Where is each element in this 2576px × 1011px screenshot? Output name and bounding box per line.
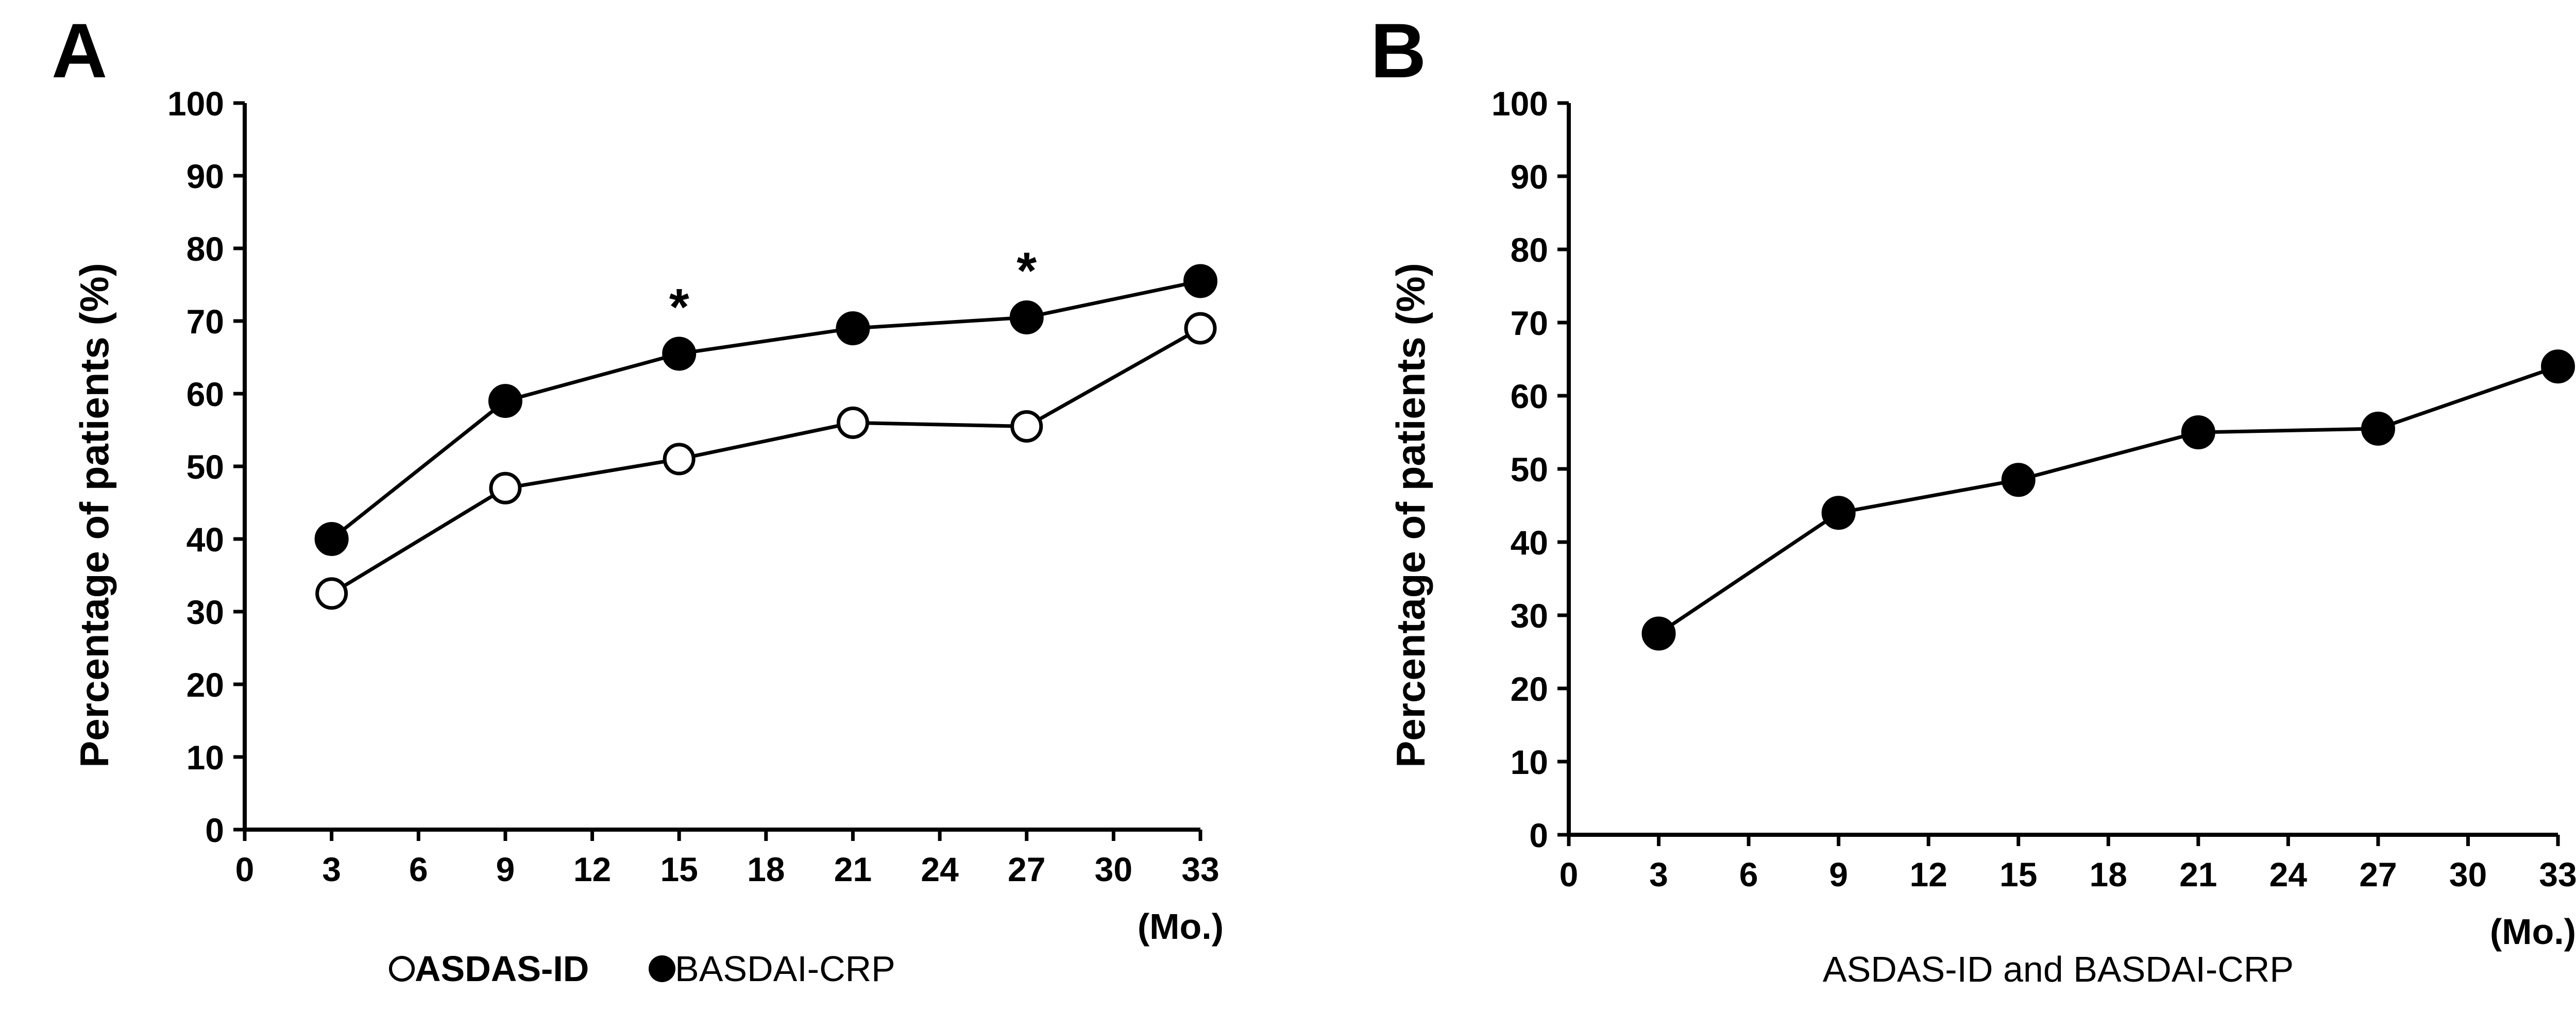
panel-a-x-tick-label: 27 (1008, 850, 1045, 888)
legend-combined-label: ASDAS-ID and BASDAI-CRP (1823, 949, 2294, 989)
panel-a-significance-star: * (669, 278, 689, 336)
panel-a-y-tick-label: 0 (205, 811, 224, 849)
panel-a-y-tick-label: 50 (187, 448, 224, 486)
panel-b-y-tick-label: 40 (1511, 524, 1548, 562)
panel-a-y-tick-label: 100 (167, 85, 224, 123)
panel-a-point-basdai-crp (488, 384, 522, 418)
panel-b-x-tick-label: 0 (1560, 855, 1579, 894)
panel-a-series-line-asdas-id (330, 327, 1201, 595)
panel-b-x-axis-unit: (Mo.) (2490, 912, 2576, 952)
panel-a-x-tick-label: 12 (573, 850, 611, 888)
panel-b-point-asdas-id-and-basdai-crp (2181, 415, 2215, 449)
panel-b-y-tick-label: 100 (1492, 85, 1548, 123)
panel-b-x-tick-label: 24 (2269, 855, 2308, 894)
legend-asdas-id-label: ASDAS-ID (415, 949, 589, 989)
panel-a-point-asdas-id (1184, 312, 1217, 345)
panel-a-series (314, 264, 1217, 610)
panel-b-x-tick-label: 18 (2090, 855, 2127, 894)
panel-a-y-tick-label: 90 (187, 157, 224, 195)
panel-b-y-tick-label: 60 (1511, 377, 1548, 415)
panel-b-point-asdas-id-and-basdai-crp (2361, 411, 2395, 446)
panel-a-x-tick-label: 18 (747, 850, 785, 888)
panel-b-y-tick-label: 0 (1529, 816, 1548, 854)
panel-a-x-tick-label: 30 (1095, 850, 1132, 888)
panel-b-point-asdas-id-and-basdai-crp (1641, 616, 1676, 651)
panel-a-letter: A (52, 7, 107, 94)
panel-a-point-asdas-id (315, 577, 348, 610)
panel-b-x-tick-label: 15 (1999, 855, 2037, 894)
panel-a-x-tick-label: 0 (235, 850, 255, 888)
panel-b-y-tick-label: 30 (1511, 597, 1548, 635)
panel-a-point-basdai-crp (1009, 300, 1044, 334)
panel-b-y-axis-label: Percentage of patients (%) (1388, 263, 1433, 768)
panel-a-point-basdai-crp (1183, 264, 1217, 298)
panel-a-series-line-basdai-crp (330, 279, 1201, 541)
legend-asdas-id-marker (389, 956, 415, 982)
panel-a-y-tick-label: 80 (187, 230, 224, 268)
panel-b-x-tick-label: 33 (2539, 855, 2576, 894)
panel-a-y-tick-label: 40 (187, 520, 224, 559)
panel-a: A Percentage of patients (%) 01020304050… (52, 7, 1224, 989)
panel-a-y-tick-label: 20 (187, 666, 224, 704)
panel-a-axes: 0 10 20 30 40 50 60 70 80 90 100 0 3 6 9 12 15 18 21 24 27 30… (167, 85, 1219, 888)
panel-b-series-line-asdas-id-and-basdai-crp (1657, 364, 2559, 635)
panel-a-legend: ASDAS-ID BASDAI-CRP (389, 949, 895, 989)
panel-a-x-axis-unit: (Mo.) (1138, 906, 1224, 947)
panel-a-x-tick-label: 21 (834, 850, 872, 888)
panel-b-point-asdas-id-and-basdai-crp (2001, 463, 2036, 497)
panel-b-legend: ASDAS-ID and BASDAI-CRP (1823, 949, 2294, 989)
panel-a-y-tick-label: 60 (187, 375, 224, 413)
legend-basdai-crp-marker (649, 955, 675, 982)
panel-b-x-tick-label: 6 (1739, 855, 1758, 894)
panel-a-point-asdas-id (663, 443, 696, 476)
panel-b-x-tick-label: 12 (1909, 855, 1947, 894)
panel-a-x-tick-label: 3 (322, 850, 341, 888)
panel-b-series (1641, 349, 2575, 651)
legend-basdai-crp-label: BASDAI-CRP (675, 949, 895, 989)
panel-a-x-tick-label: 6 (409, 850, 428, 888)
panel-a-annotations: ** (669, 242, 1037, 336)
panel-b-axes: 0 10 20 30 40 50 60 70 80 90 100 0 3 6 9 12 15 18 21 24 27 30… (1492, 85, 2576, 894)
panel-a-x-tick-label: 33 (1181, 850, 1219, 888)
panel-b-point-asdas-id-and-basdai-crp (2541, 349, 2575, 384)
panel-a-y-tick-label: 10 (187, 738, 224, 777)
panel-b-y-tick-label: 50 (1511, 450, 1548, 488)
panel-b-y-tick-label: 90 (1511, 158, 1548, 196)
panel-b-x-tick-label: 27 (2359, 855, 2397, 894)
panel-b-x-tick-label: 30 (2449, 855, 2487, 894)
panel-a-point-asdas-id (1010, 410, 1043, 443)
panel-b-y-tick-label: 20 (1511, 670, 1548, 708)
panel-b-y-tick-label: 10 (1511, 743, 1548, 781)
panel-a-point-asdas-id (489, 471, 522, 504)
panel-b-x-tick-label: 21 (2179, 855, 2217, 894)
panel-a-point-basdai-crp (836, 311, 870, 346)
panel-a-x-tick-label: 15 (660, 850, 698, 888)
panel-b-y-tick-label: 80 (1511, 231, 1548, 269)
panel-a-y-tick-label: 70 (187, 302, 224, 341)
panel-b: B Percentage of patients (%) 01020304050… (1370, 7, 2576, 989)
panel-a-x-tick-label: 24 (921, 850, 959, 888)
panel-b-x-tick-label: 3 (1649, 855, 1668, 894)
panel-a-point-basdai-crp (314, 522, 349, 556)
panel-a-point-asdas-id (836, 406, 869, 439)
panel-a-significance-star: * (1016, 242, 1037, 299)
panel-a-point-basdai-crp (662, 336, 697, 371)
panel-b-y-tick-label: 70 (1511, 304, 1548, 342)
panel-b-point-asdas-id-and-basdai-crp (1821, 496, 1856, 530)
panel-a-y-axis-label: Percentage of patients (%) (72, 263, 117, 768)
panel-b-x-tick-label: 9 (1829, 855, 1848, 894)
panel-a-x-tick-label: 9 (496, 850, 515, 888)
panel-a-y-tick-label: 30 (187, 593, 224, 631)
panel-b-letter: B (1370, 7, 1426, 94)
